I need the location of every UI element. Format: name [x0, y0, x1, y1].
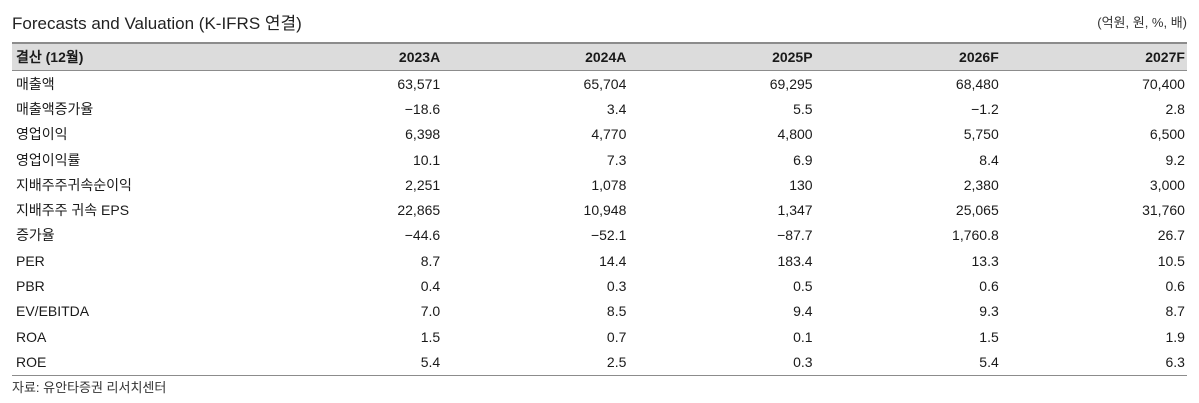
- row-label: PER: [16, 252, 45, 269]
- table-cell: 4,770: [591, 126, 627, 143]
- table-cell: 0.6: [1165, 278, 1185, 295]
- top-rule: [12, 42, 1187, 44]
- table-cell: 8.7: [420, 252, 441, 269]
- table-cell: 1,760.8: [952, 227, 999, 244]
- table-cell: 0.7: [606, 328, 627, 345]
- table-cell: 0.4: [420, 278, 441, 295]
- table-cell: 0.6: [979, 278, 999, 295]
- table-cell: 70,400: [1142, 75, 1185, 92]
- table-cell: 25,065: [955, 202, 999, 219]
- table-cell: 7.3: [606, 151, 627, 168]
- table-title: Forecasts and Valuation (K-IFRS 연결): [12, 14, 302, 33]
- table-cell: 3.4: [606, 100, 627, 117]
- table-row: ROA 1.5 0.7 0.1 1.5 1.9: [12, 324, 1187, 349]
- table-row: PER 8.7 14.4 183.4 13.3 10.5: [12, 248, 1187, 273]
- table-cell: 5.4: [979, 353, 999, 370]
- table-cell: 1.5: [420, 328, 441, 345]
- table-cell: 5.4: [420, 353, 441, 370]
- source-note: 자료: 유안타증권 리서치센터: [12, 380, 167, 395]
- header-2023a: 2023A: [398, 49, 441, 65]
- table-cell: 2.5: [606, 353, 627, 370]
- row-label: ROA: [16, 328, 47, 345]
- row-label: 지배주주 귀속 EPS: [16, 202, 130, 219]
- table-cell: 14.4: [599, 252, 627, 269]
- table-body: 매출액 63,571 65,704 69,295 68,480 70,400 매출액증가율 −…: [12, 71, 1187, 375]
- bottom-rule: [12, 374, 1187, 376]
- table-cell: −44.6: [404, 227, 441, 244]
- row-label: PBR: [16, 278, 45, 295]
- table-cell: 183.4: [777, 252, 813, 269]
- table-row: PBR 0.4 0.3 0.5 0.6 0.6: [12, 273, 1187, 298]
- table-cell: 63,571: [397, 75, 441, 92]
- table-cell: 130: [789, 176, 813, 193]
- table-cell: 6,398: [405, 126, 441, 143]
- table-cell: 22,865: [397, 202, 441, 219]
- header-2027f: 2027F: [1145, 49, 1185, 65]
- table-cell: 9.2: [1165, 151, 1185, 168]
- table-cell: 2.8: [1165, 100, 1185, 117]
- table-cell: 5,750: [963, 126, 999, 143]
- table-cell: −18.6: [404, 100, 441, 117]
- table-cell: 10.5: [1157, 252, 1185, 269]
- table-cell: 8.5: [606, 303, 627, 320]
- table-cell: 6.3: [1165, 353, 1185, 370]
- table-cell: 1,078: [591, 176, 627, 193]
- table-row: EV/EBITDA 7.0 8.5 9.4 9.3 8.7: [12, 299, 1187, 324]
- table-cell: 4,800: [777, 126, 813, 143]
- table-cell: 9.3: [979, 303, 999, 320]
- table-cell: 0.5: [793, 278, 813, 295]
- table-cell: 0.3: [793, 353, 813, 370]
- table-cell: 2,380: [963, 176, 999, 193]
- unit-note: (억원, 원, %, 배): [1097, 15, 1187, 30]
- row-label: EV/EBITDA: [16, 303, 90, 320]
- table-cell: 7.0: [420, 303, 441, 320]
- table-cell: 1,347: [777, 202, 813, 219]
- table-row: 매출액증가율 −18.6 3.4 5.5 −1.2 2.8: [12, 96, 1187, 121]
- table-header-row: 결산 (12월) 2023A 2024A 2025P 2026F 2027F: [12, 44, 1187, 71]
- table-cell: 8.4: [979, 151, 999, 168]
- table-cell: 3,000: [1149, 176, 1185, 193]
- table-cell: 65,704: [583, 75, 627, 92]
- table-cell: −52.1: [590, 227, 627, 244]
- table-cell: 9.4: [793, 303, 813, 320]
- header-label: 결산 (12월): [16, 49, 84, 65]
- header-2026f: 2026F: [959, 49, 999, 65]
- table-cell: 8.7: [1165, 303, 1185, 320]
- table-row: 매출액 63,571 65,704 69,295 68,480 70,400: [12, 71, 1187, 96]
- table-cell: 10.1: [412, 151, 441, 168]
- table-cell: 0.3: [606, 278, 627, 295]
- table-row: ROE 5.4 2.5 0.3 5.4 6.3: [12, 349, 1187, 374]
- table-row: 영업이익 6,398 4,770 4,800 5,750 6,500: [12, 122, 1187, 147]
- table-cell: 13.3: [971, 252, 999, 269]
- row-label: 영업이익: [16, 126, 68, 143]
- table-cell: −1.2: [971, 100, 999, 117]
- table-cell: 69,295: [769, 75, 813, 92]
- table-row: 영업이익률 10.1 7.3 6.9 8.4 9.2: [12, 147, 1187, 172]
- header-2025p: 2025P: [772, 49, 813, 65]
- table-cell: 2,251: [405, 176, 441, 193]
- row-label: 영업이익률: [16, 151, 81, 168]
- table-cell: 6.9: [793, 151, 813, 168]
- row-label: ROE: [16, 353, 47, 370]
- table-cell: 6,500: [1149, 126, 1185, 143]
- header-2024a: 2024A: [585, 49, 627, 65]
- row-label: 증가율: [16, 227, 55, 244]
- row-label: 지배주주귀속순이익: [16, 176, 132, 193]
- table-cell: 1.9: [1165, 328, 1185, 345]
- table-cell: −87.7: [777, 227, 813, 244]
- forecast-table: 결산 (12월) 2023A 2024A 2025P 2026F 2027F 매…: [12, 42, 1187, 376]
- table-cell: 0.1: [793, 328, 813, 345]
- table-cell: 31,760: [1142, 202, 1185, 219]
- table-cell: 68,480: [955, 75, 999, 92]
- table-row: 증가율 −44.6 −52.1 −87.7 1,760.8 26.7: [12, 223, 1187, 248]
- row-label: 매출액증가율: [16, 100, 94, 117]
- table-cell: 1.5: [979, 328, 999, 345]
- table-cell: 5.5: [793, 100, 813, 117]
- table-cell: 26.7: [1157, 227, 1185, 244]
- table-row: 지배주주귀속순이익 2,251 1,078 130 2,380 3,000: [12, 172, 1187, 197]
- row-label: 매출액: [16, 75, 55, 92]
- table-cell: 10,948: [583, 202, 627, 219]
- table-row: 지배주주 귀속 EPS 22,865 10,948 1,347 25,065 31,760: [12, 197, 1187, 222]
